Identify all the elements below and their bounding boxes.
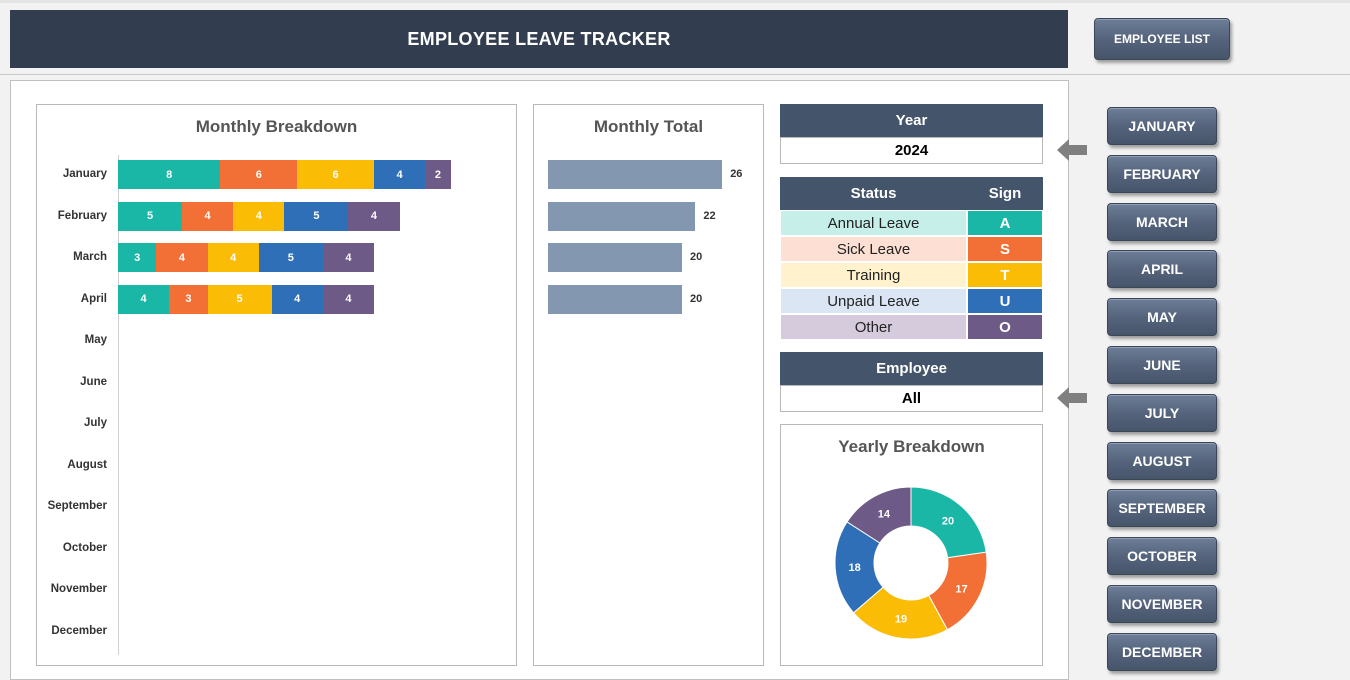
breakdown-bar-segment: 6 [297,160,374,189]
breakdown-bar-segment: 4 [322,243,374,272]
total-value-label: 20 [690,292,703,305]
month-label: August [67,458,107,471]
header-divider [0,74,1350,75]
month-label: October [62,541,107,554]
total-bar [548,160,723,189]
breakdown-bar-segment: 4 [156,243,208,272]
breakdown-bar-segment: 4 [233,201,285,231]
month-label: September [47,500,107,512]
monthly-total-title: Monthly Total [593,117,704,136]
status-header: Status [780,177,967,210]
employee-arrow-icon [1057,387,1087,409]
page-title: EMPLOYEE LEAVE TRACKER [10,10,1068,68]
month-button-march[interactable]: MARCH [1107,202,1217,241]
monthly-breakdown-panel: Monthly Breakdown January 8 6 6 4 2 February 5 4… [36,104,517,666]
breakdown-bar-segment: 6 [220,160,298,189]
month-label: December [51,624,107,637]
month-label: June [80,375,107,388]
yearly-breakdown-title: Yearly Breakdown [838,437,985,456]
status-sign: S [967,236,1043,262]
month-label: January [62,168,107,180]
status-name: Annual Leave [780,210,967,236]
breakdown-bar-segment: 5 [207,284,272,314]
employee-value[interactable]: All [780,385,1043,412]
donut-slice [846,486,912,544]
donut-slice-label: 20 [942,515,954,527]
month-label: July [83,417,107,429]
status-name: Unpaid Leave [780,288,967,314]
employee-label: Employee [780,352,1043,385]
yearly-breakdown-panel: Yearly Breakdown 20 17 19 18 14 [780,424,1043,666]
month-label: November [50,583,107,595]
status-name: Sick Leave [780,236,967,262]
breakdown-bar-segment: 3 [169,284,208,314]
donut-slice-label: 19 [895,614,907,626]
breakdown-bar-segment: 3 [118,243,157,272]
month-button-december[interactable]: DECEMBER [1107,632,1217,671]
donut-slice [852,586,949,640]
breakdown-bar-segment: 5 [284,201,349,231]
donut-slice-label: 17 [955,583,967,595]
breakdown-bar-segment: 2 [425,160,451,189]
month-button-october[interactable]: OCTOBER [1107,537,1217,576]
top-border [0,0,1350,3]
year-arrow-icon [1057,139,1087,161]
total-value-label: 26 [730,168,743,180]
month-label: May [84,334,107,346]
monthly-breakdown-title: Monthly Breakdown [195,117,358,136]
status-row-training: Training T [780,262,1043,288]
month-button-january[interactable]: JANUARY [1107,107,1217,145]
breakdown-bar-segment: 4 [271,284,323,314]
year-value[interactable]: 2024 [780,137,1043,164]
breakdown-bar-segment: 5 [258,243,323,272]
month-button-august[interactable]: AUGUST [1107,441,1217,480]
month-button-november[interactable]: NOVEMBER [1107,585,1217,623]
year-label: Year [780,104,1043,137]
donut-slice-label: 18 [849,562,861,574]
breakdown-bar-segment: 4 [374,160,426,189]
status-row-annual: Annual Leave A [780,210,1043,236]
total-value-label: 20 [690,251,703,263]
status-row-unpaid: Unpaid Leave U [780,288,1043,314]
month-button-april[interactable]: APRIL [1107,250,1217,289]
monthly-total-panel: Monthly Total 26 22 20 20 [533,104,764,666]
month-button-june[interactable]: JUNE [1107,346,1217,384]
breakdown-bar-segment: 4 [182,201,234,231]
status-sign: O [967,314,1043,340]
month-button-july[interactable]: JULY [1107,393,1217,432]
status-name: Training [780,262,967,288]
status-row-sick: Sick Leave S [780,236,1043,262]
breakdown-bar-segment: 4 [207,243,259,272]
month-button-february[interactable]: FEBRUARY [1107,154,1217,193]
month-label: March [73,251,107,263]
breakdown-bar-segment: 4 [322,284,374,314]
status-sign: T [967,262,1043,288]
status-sign: A [967,210,1043,236]
employee-list-button[interactable]: EMPLOYEE LIST [1094,18,1230,60]
status-name: Other [780,314,967,340]
month-button-september[interactable]: SEPTEMBER [1107,489,1217,528]
total-bar [548,243,682,272]
month-button-may[interactable]: MAY [1107,298,1217,337]
month-label: April [80,292,107,305]
total-value-label: 22 [703,209,716,222]
total-bar [548,201,696,231]
donut-slice-label: 14 [878,508,891,520]
breakdown-bar-segment: 5 [118,201,182,231]
month-label: February [57,209,107,222]
yearly-breakdown-donut: 20 17 19 18 14 [834,486,988,640]
status-row-other: Other O [780,314,1043,340]
breakdown-bar-segment: 4 [118,284,170,314]
sign-header: Sign [967,177,1043,210]
breakdown-bar-segment: 8 [118,160,221,189]
monthly-breakdown-axis [118,155,119,655]
status-sign: U [967,288,1043,314]
total-bar [548,284,682,314]
breakdown-bar-segment: 4 [348,201,400,231]
